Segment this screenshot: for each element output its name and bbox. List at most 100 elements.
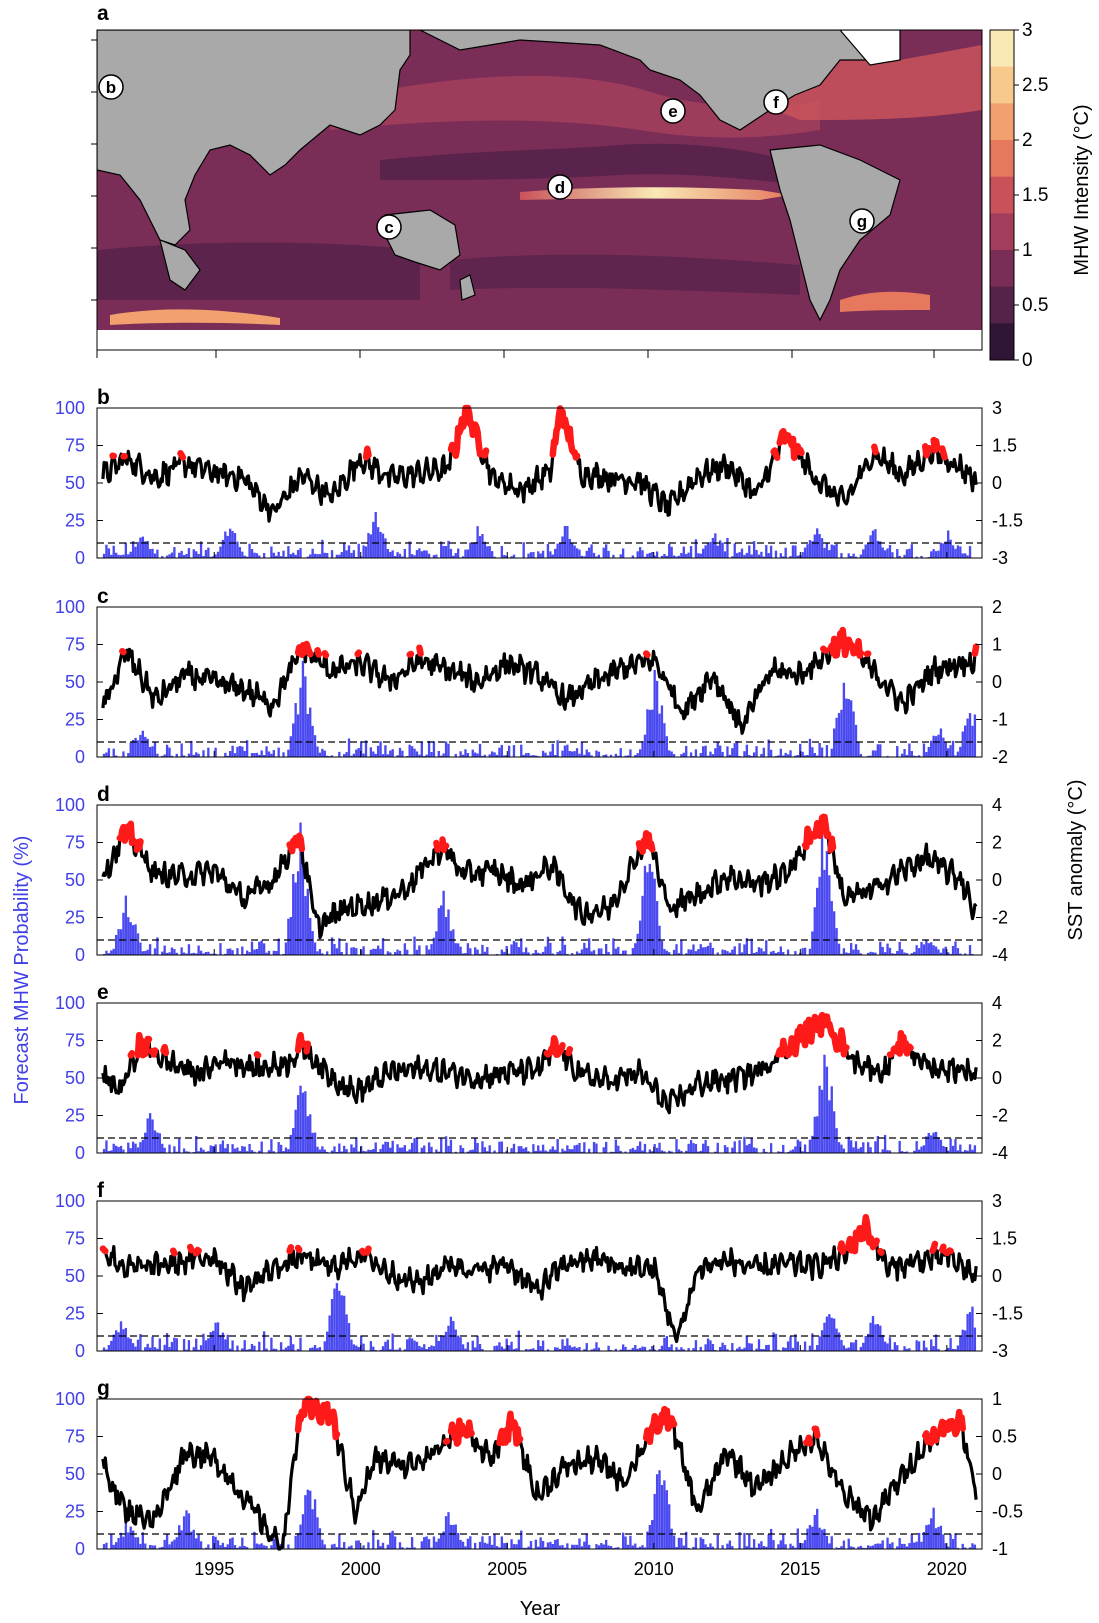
probability-bar: [614, 1547, 618, 1549]
probability-bar: [699, 944, 702, 955]
probability-bar: [362, 1150, 365, 1153]
probability-bar: [750, 938, 753, 955]
probability-bar: [301, 840, 305, 955]
probability-bar: [420, 1347, 423, 1351]
probability-bar: [299, 1085, 302, 1153]
probability-bar: [869, 755, 872, 757]
mhw-event-segment: [294, 1395, 341, 1441]
mhw-event-segment: [134, 1031, 153, 1059]
probability-bar: [129, 922, 132, 955]
mhw-event-segment: [160, 1043, 170, 1057]
probability-bar: [432, 1536, 436, 1549]
probability-bar: [229, 750, 232, 757]
probability-bar: [440, 905, 443, 955]
probability-bar: [241, 946, 244, 955]
site-marker-c: [376, 214, 402, 240]
probability-bar: [847, 1136, 850, 1153]
probability-bar: [607, 550, 610, 558]
probability-bar: [243, 1340, 246, 1351]
probability-bar: [862, 1142, 865, 1153]
probability-bar: [789, 1336, 792, 1351]
probability-bar: [668, 750, 671, 757]
probability-bar: [905, 549, 909, 558]
probability-bar: [942, 1534, 945, 1549]
probability-bar: [430, 752, 433, 757]
mhw-event-segment: [930, 436, 941, 454]
probability-bar: [258, 754, 261, 757]
right-tick-label: -4: [992, 1143, 1008, 1163]
colorbar-tick-label: 2: [1022, 130, 1033, 151]
probability-bar: [578, 953, 581, 955]
probability-bar: [510, 944, 513, 955]
probability-bar: [580, 741, 584, 757]
probability-bar: [219, 1144, 222, 1153]
probability-bar: [619, 1150, 622, 1153]
probability-bar: [406, 1547, 409, 1549]
probability-bar: [202, 556, 205, 558]
probability-bar: [122, 912, 125, 955]
probability-bar: [495, 1546, 499, 1549]
probability-bar: [685, 745, 688, 757]
probability-bar: [299, 1337, 302, 1351]
probability-bar: [849, 700, 853, 757]
probability-bar: [255, 553, 259, 558]
mhw-event-segment: [99, 1245, 109, 1255]
probability-bar: [672, 555, 676, 558]
probability-bar: [245, 1151, 249, 1153]
probability-bar: [238, 547, 242, 558]
probability-bar: [874, 1324, 877, 1351]
probability-bar: [423, 550, 426, 558]
probability-bar: [289, 917, 292, 955]
probability-bar: [105, 1542, 108, 1549]
probability-bar: [697, 949, 700, 955]
probability-bar: [779, 553, 782, 558]
probability-bar: [573, 751, 576, 757]
probability-bar: [602, 754, 605, 757]
probability-bar: [845, 698, 848, 757]
sst-anomaly-line: [101, 1397, 978, 1551]
probability-bar: [238, 1151, 242, 1153]
probability-bar: [287, 1544, 290, 1549]
probability-bar: [551, 554, 554, 558]
probability-bar: [292, 723, 295, 757]
probability-bar: [738, 1346, 741, 1351]
probability-bar: [381, 754, 385, 757]
probability-bar: [964, 1330, 967, 1351]
north-pacific-band: [330, 75, 820, 138]
probability-bar: [546, 1151, 550, 1153]
probability-bar: [685, 953, 688, 955]
mhw-event-segment: [811, 1425, 821, 1439]
mhw-event-segment: [127, 1050, 136, 1059]
probability-bar: [461, 1344, 465, 1351]
probability-bar: [835, 1547, 838, 1549]
probability-bar: [350, 1545, 353, 1549]
probability-bar: [287, 918, 290, 955]
mhw-event-segment: [116, 820, 137, 847]
probability-bar: [534, 755, 537, 757]
colorbar-segment: [990, 176, 1014, 214]
probability-bar: [648, 863, 651, 955]
probability-bar: [403, 943, 406, 955]
probability-bar: [745, 744, 749, 757]
probability-bar: [571, 953, 574, 955]
probability-bar: [398, 950, 402, 955]
probability-bar: [245, 556, 249, 558]
probability-bar: [265, 1545, 268, 1549]
probability-bar: [449, 930, 453, 955]
probability-bar: [335, 1151, 339, 1153]
probability-bar: [643, 734, 647, 757]
probability-bar: [876, 1324, 880, 1351]
probability-bar: [204, 952, 208, 955]
probability-bar: [296, 714, 300, 757]
left-tick-label: 75: [65, 1229, 85, 1249]
probability-bar: [903, 1543, 906, 1549]
probability-bar: [410, 554, 414, 558]
probability-bar: [689, 1140, 693, 1153]
mhw-event-segment: [286, 832, 306, 855]
probability-bar: [842, 948, 846, 955]
probability-bar: [629, 749, 632, 757]
probability-bar: [697, 553, 700, 558]
probability-bar: [478, 953, 482, 955]
colorbar-tick-label: 2.5: [1022, 75, 1048, 96]
